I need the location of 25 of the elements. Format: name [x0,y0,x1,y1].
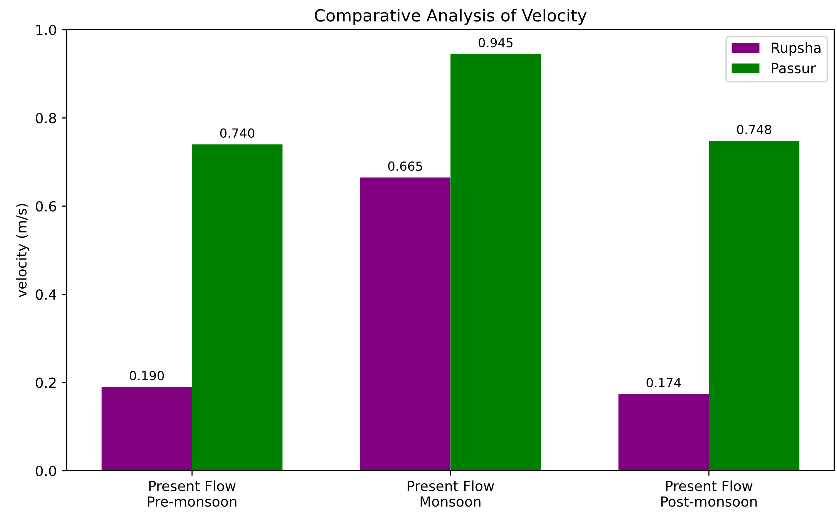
legend-label: Rupsha [772,42,821,56]
x-tick-label: Present Flow Pre-monsoon [148,480,237,508]
y-tick-label: 0.6 [36,201,56,212]
bar [192,144,283,471]
data-label: 0.174 [646,378,682,388]
y-tick-label: 0.4 [36,290,56,300]
bar [709,141,800,471]
data-label: 0.945 [478,38,513,48]
chart-title: Comparative Analysis of Velocity [315,8,587,26]
data-label: 0.748 [737,125,772,135]
bar [360,178,451,471]
y-tick-label: 0.8 [36,113,56,124]
y-tick-label: 1.0 [36,24,56,36]
x-tick-label: Present Flow Monsoon [408,480,494,508]
x-tick-label: Present Flow Post-monsoon [662,480,757,508]
bar [450,54,542,471]
y-axis-title: velocity (m/s) [16,204,30,298]
y-tick-label: 0.2 [36,378,56,388]
bar [618,394,710,471]
y-tick-label: 0.0 [36,466,56,476]
data-label: 0.740 [220,128,255,138]
data-label: 0.190 [130,371,164,381]
bar [102,387,192,471]
data-label: 0.665 [388,162,422,172]
legend-label: Passur [772,63,816,74]
